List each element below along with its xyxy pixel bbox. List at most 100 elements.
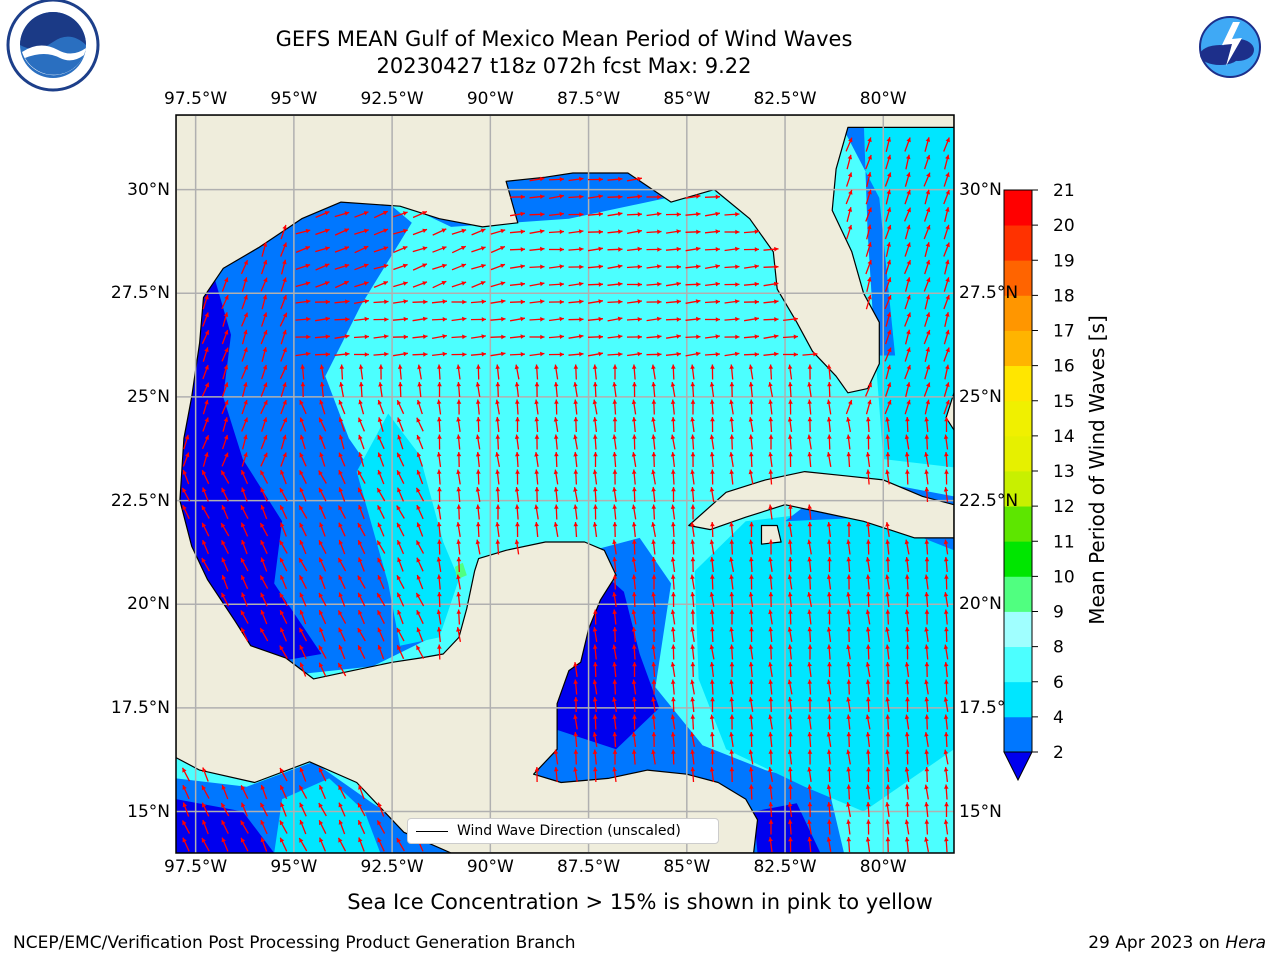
wind-wave-arrow	[826, 451, 832, 468]
wind-wave-arrow	[865, 784, 871, 800]
wind-wave-arrow	[866, 172, 872, 187]
wind-wave-arrow	[319, 522, 326, 537]
wind-wave-arrow	[354, 316, 369, 322]
wind-wave-arrow	[280, 242, 287, 257]
wind-wave-arrow	[490, 351, 506, 357]
wind-wave-arrow	[437, 416, 442, 433]
wind-wave-arrow	[787, 626, 793, 643]
wind-wave-arrow	[705, 281, 720, 287]
wind-wave-arrow	[787, 644, 793, 660]
wind-wave-arrow	[568, 351, 584, 357]
wind-wave-arrow	[377, 574, 385, 590]
wind-wave-arrow	[944, 679, 949, 695]
wind-wave-arrow	[279, 645, 288, 659]
wind-wave-arrow	[338, 819, 346, 835]
colorbar-bin-14-15	[1004, 400, 1032, 437]
wind-wave-arrow	[456, 417, 461, 432]
wind-wave-arrow	[241, 364, 248, 380]
wind-wave-arrow	[807, 364, 813, 380]
wind-wave-arrow	[553, 381, 559, 398]
wind-wave-arrow	[396, 574, 405, 590]
wind-wave-arrow	[495, 399, 500, 415]
wind-wave-arrow	[670, 609, 676, 625]
wind-wave-arrow	[943, 644, 949, 660]
wind-wave-arrow	[377, 644, 385, 660]
wind-wave-arrow	[944, 207, 950, 222]
wind-wave-arrow	[416, 399, 423, 415]
wind-wave-arrow	[827, 434, 832, 450]
wind-wave-arrow	[807, 644, 813, 660]
field-4-6s-pacific	[274, 778, 381, 853]
wind-wave-arrow	[646, 247, 662, 252]
wind-wave-arrow	[866, 539, 871, 555]
wind-wave-arrow	[592, 731, 598, 748]
lon-tick-top-4: 87.5°W	[556, 89, 621, 109]
wind-wave-arrow	[885, 417, 890, 432]
wind-wave-arrow	[202, 399, 209, 415]
wind-wave-arrow	[788, 609, 793, 625]
wind-wave-arrow	[299, 644, 307, 660]
wind-wave-arrow	[318, 802, 327, 817]
wind-wave-arrow	[904, 609, 910, 625]
wind-wave-arrow	[846, 556, 851, 573]
wind-wave-arrow	[943, 382, 950, 397]
wind-wave-arrow	[416, 469, 424, 485]
wind-wave-arrow	[393, 263, 408, 271]
wind-wave-arrow	[259, 802, 269, 817]
wind-wave-arrow	[724, 229, 740, 235]
wind-wave-arrow	[729, 714, 735, 730]
wind-wave-arrow	[710, 679, 715, 695]
wind-wave-arrow	[690, 661, 696, 678]
wind-wave-arrow	[631, 469, 637, 485]
wind-wave-arrow	[709, 539, 715, 555]
wind-wave-arrow	[827, 661, 832, 678]
colorbar-tick-label: 18	[1053, 286, 1075, 306]
colorbar-bin-4-6	[1004, 681, 1032, 718]
wind-wave-arrow	[904, 731, 910, 748]
wind-wave-arrow	[846, 819, 851, 835]
colorbar-tick-label: 8	[1053, 638, 1064, 658]
wind-wave-arrow	[509, 316, 526, 322]
wind-wave-arrow	[943, 224, 950, 240]
wind-wave-arrow	[377, 557, 385, 572]
wind-wave-arrow	[300, 364, 305, 380]
wind-wave-arrow	[183, 434, 190, 450]
wind-wave-arrow	[671, 416, 676, 433]
wind-wave-arrow	[456, 364, 461, 380]
wind-wave-arrow	[377, 452, 385, 467]
wind-wave-arrow	[279, 837, 288, 852]
wind-wave-arrow	[456, 626, 462, 643]
wind-wave-arrow	[417, 381, 422, 398]
colorbar-bin-11-12	[1004, 506, 1032, 542]
wind-wave-arrow	[866, 801, 871, 818]
wind-wave-arrow	[338, 574, 346, 590]
wind-wave-arrow	[416, 609, 424, 625]
wind-wave-arrow	[260, 487, 268, 502]
wind-wave-arrow	[593, 609, 598, 625]
field-4-6s-campeche	[356, 413, 459, 646]
wind-wave-arrow	[788, 661, 793, 678]
wind-wave-arrow	[607, 247, 623, 252]
wind-wave-arrow	[670, 452, 676, 467]
wind-wave-arrow	[885, 819, 890, 835]
wind-wave-arrow	[319, 837, 326, 852]
wind-wave-arrow	[261, 294, 268, 310]
wind-wave-arrow	[846, 696, 851, 713]
wind-wave-arrow	[631, 451, 637, 468]
wind-wave-arrow	[866, 434, 871, 450]
wind-wave-arrow	[553, 434, 559, 450]
wind-wave-arrow	[456, 521, 461, 538]
wind-wave-arrow	[665, 351, 682, 357]
wind-wave-arrow	[612, 399, 618, 415]
wind-wave-arrow	[201, 469, 210, 485]
wind-wave-arrow	[568, 334, 584, 339]
wind-wave-arrow	[768, 539, 774, 555]
wind-wave-arrow	[865, 556, 871, 573]
wind-wave-arrow	[357, 539, 366, 555]
wind-wave-arrow	[299, 417, 307, 432]
wind-wave-arrow	[295, 299, 311, 304]
wind-wave-arrow	[787, 417, 793, 432]
wind-wave-arrow	[529, 317, 545, 322]
wind-wave-arrow	[685, 334, 701, 340]
wind-wave-arrow	[437, 364, 442, 380]
